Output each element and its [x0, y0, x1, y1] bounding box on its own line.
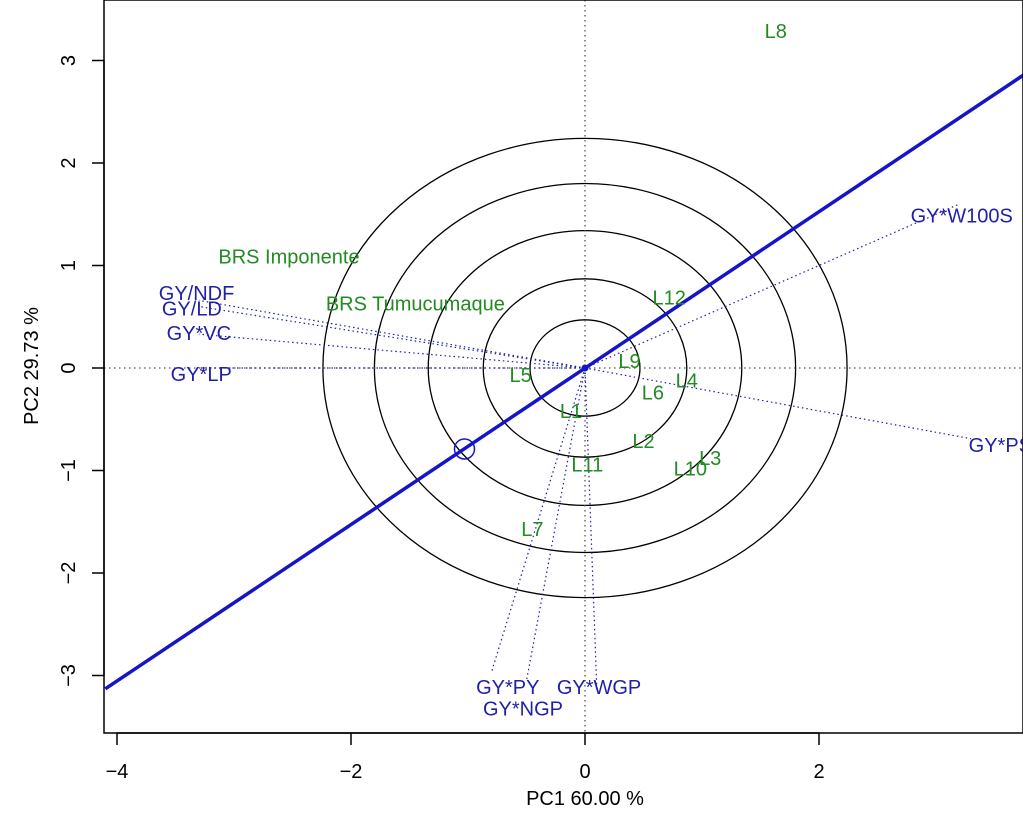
x-tick-label: 0 [579, 761, 590, 783]
trait-label: GY/NDF [159, 283, 235, 305]
genotype-label: L1 [560, 401, 582, 423]
x-axis: −4 −2 0 2 [106, 732, 825, 783]
x-tick-label: 2 [813, 761, 824, 783]
y-tick-label: 3 [58, 55, 80, 66]
y-axis-title: PC2 29.73 % [21, 307, 43, 425]
trait-label: GY*NGP [483, 698, 563, 720]
genotype-label: BRS Tumucumaque [326, 293, 505, 315]
axis-line-layer [104, 73, 1023, 691]
trait-label: GY*VC [167, 323, 231, 345]
y-tick-label: −3 [58, 664, 80, 687]
genotype-label: L6 [642, 383, 664, 405]
vectors-layer [198, 203, 972, 686]
genotype-label: L3 [699, 448, 721, 470]
trait-label: GY/LD [162, 299, 222, 321]
trait-vector [198, 305, 586, 369]
y-tick-label: 1 [58, 260, 80, 271]
trait-label: GY*PY [476, 677, 539, 699]
y-tick-label: −2 [58, 562, 80, 585]
x-tick-label: −4 [106, 761, 129, 783]
y-tick-label: −1 [58, 459, 80, 482]
trait-label: GY*LP [171, 364, 232, 386]
genotype-label: L2 [632, 431, 654, 453]
trait-label: GY*WGP [557, 677, 641, 699]
trait-label: GY*PS [969, 435, 1023, 457]
labels-layer: L8 BRS Imponente BRS Tumucumaque L12 L9 L5 L4 L… [159, 21, 1023, 721]
genotype-label: L9 [618, 351, 640, 373]
y-tick-label: 2 [58, 157, 80, 168]
marker-layer [453, 364, 589, 460]
trait-vector [584, 367, 598, 686]
y-tick-label: 0 [58, 362, 80, 373]
genotype-label: L5 [510, 365, 532, 387]
plot-frame [103, 0, 1023, 734]
trait-vector [584, 203, 960, 369]
x-axis-title: PC1 60.00 % [526, 788, 644, 810]
genotype-label: BRS Imponente [218, 246, 359, 268]
trait-label: GY*W100S [911, 205, 1013, 227]
genotype-label: L4 [676, 370, 698, 392]
trait-vector [198, 333, 586, 369]
y-axis: −3 −2 −1 0 1 2 3 [58, 55, 105, 687]
genotype-label: L11 [571, 454, 603, 476]
genotype-label: L7 [521, 519, 543, 541]
guides-layer [104, 0, 1023, 733]
genotype-label: L10 [674, 458, 707, 480]
average-environment-axis [104, 73, 1023, 691]
concentric-circle-2 [482, 278, 688, 458]
genotype-label: L8 [765, 21, 787, 43]
genotype-label: L12 [653, 287, 686, 309]
origin-point [581, 364, 589, 372]
ideal-point-marker [453, 438, 476, 460]
x-tick-label: −2 [340, 761, 363, 783]
